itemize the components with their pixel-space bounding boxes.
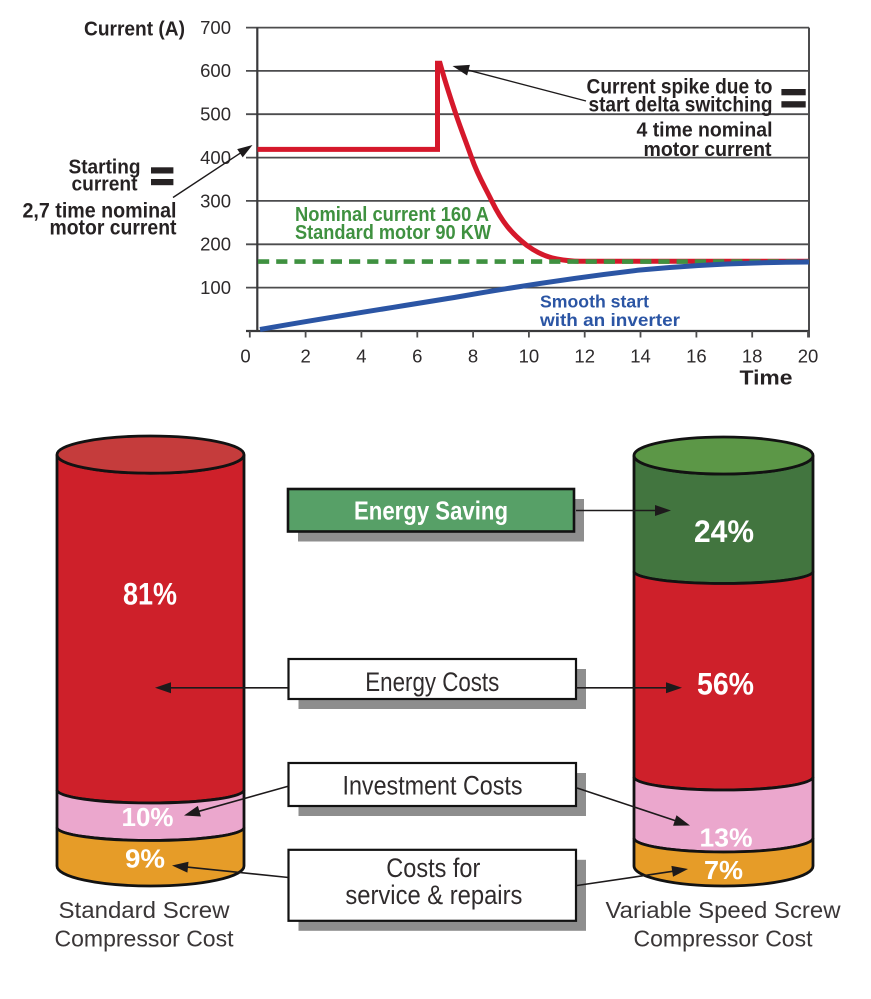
svg-text:4: 4: [356, 346, 366, 367]
svg-text:Investment Costs: Investment Costs: [343, 771, 523, 801]
svg-text:2: 2: [300, 346, 310, 367]
svg-text:with an inverter: with an inverter: [539, 310, 680, 330]
svg-text:20: 20: [798, 346, 819, 367]
svg-text:7%: 7%: [704, 855, 743, 885]
svg-text:Current (A): Current (A): [84, 18, 185, 41]
svg-text:current: current: [72, 172, 138, 195]
svg-text:13%: 13%: [700, 823, 753, 853]
svg-text:Energy Costs: Energy Costs: [365, 667, 499, 697]
svg-text:Compressor Cost: Compressor Cost: [634, 926, 814, 952]
svg-text:Time: Time: [740, 367, 793, 390]
svg-text:Current spike due to: Current spike due to: [587, 75, 773, 99]
svg-text:56%: 56%: [697, 666, 754, 702]
svg-text:9%: 9%: [125, 844, 165, 874]
svg-text:Standard motor 90 KW: Standard motor 90 KW: [295, 221, 492, 244]
svg-text:24%: 24%: [694, 513, 754, 549]
svg-text:Nominal current 160 A: Nominal current 160 A: [295, 203, 489, 226]
svg-text:motor current: motor current: [50, 215, 177, 239]
svg-text:8: 8: [468, 346, 478, 367]
svg-text:Standard Screw: Standard Screw: [59, 897, 230, 923]
svg-text:16: 16: [686, 346, 707, 367]
svg-text:400: 400: [200, 147, 231, 168]
svg-text:81%: 81%: [123, 576, 177, 612]
svg-text:Starting: Starting: [69, 155, 141, 178]
svg-text:18: 18: [742, 346, 763, 367]
svg-text:10%: 10%: [122, 802, 174, 832]
svg-text:motor current: motor current: [644, 138, 772, 161]
svg-text:12: 12: [574, 346, 595, 367]
svg-text:Energy Saving: Energy Saving: [354, 496, 508, 526]
svg-text:Compressor Cost: Compressor Cost: [55, 926, 235, 952]
svg-text:300: 300: [200, 190, 231, 211]
svg-text:start delta switching: start delta switching: [589, 93, 773, 117]
svg-text:6: 6: [412, 346, 422, 367]
svg-text:Smooth start: Smooth start: [540, 292, 649, 312]
svg-text:0: 0: [240, 346, 250, 367]
svg-text:500: 500: [200, 104, 231, 125]
svg-text:2,7 time nominal: 2,7 time nominal: [23, 198, 177, 222]
svg-text:100: 100: [200, 277, 231, 298]
svg-text:14: 14: [630, 346, 651, 367]
svg-text:600: 600: [200, 60, 231, 81]
svg-text:4 time nominal: 4 time nominal: [637, 119, 773, 142]
svg-text:Variable Speed Screw: Variable Speed Screw: [606, 897, 841, 923]
svg-text:10: 10: [519, 346, 540, 367]
svg-text:700: 700: [200, 17, 231, 38]
svg-text:service & repairs: service & repairs: [345, 880, 522, 910]
svg-text:200: 200: [200, 234, 231, 255]
svg-text:Costs for: Costs for: [386, 853, 480, 883]
